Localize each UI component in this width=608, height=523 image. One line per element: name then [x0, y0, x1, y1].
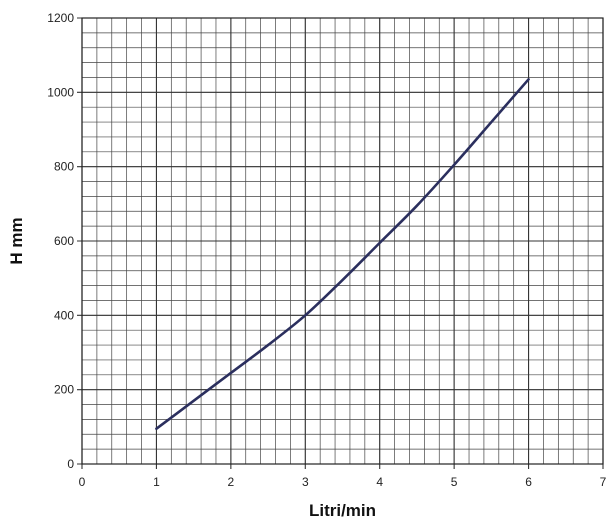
- x-tick-label: 6: [525, 475, 532, 489]
- x-tick-label: 1: [153, 475, 160, 489]
- y-axis-ticks: 0 200 400 600 800 1000 1200: [47, 11, 74, 471]
- y-tick-label: 600: [54, 234, 74, 248]
- y-tick-label: 800: [54, 160, 74, 174]
- plot-frame: [81, 17, 604, 465]
- x-tick-label: 5: [451, 475, 458, 489]
- x-tick-label: 7: [600, 475, 607, 489]
- x-tick-label: 4: [376, 475, 383, 489]
- y-tick-label: 1200: [47, 11, 74, 25]
- y-tick-label: 200: [54, 383, 74, 397]
- y-tick-label: 1000: [47, 85, 74, 99]
- y-tick-label: 0: [67, 457, 74, 471]
- y-axis-title: H mm: [7, 217, 26, 264]
- major-grid: [77, 17, 604, 469]
- x-tick-label: 0: [79, 475, 86, 489]
- y-tick-label: 400: [54, 308, 74, 322]
- x-tick-label: 3: [302, 475, 309, 489]
- series-line: [155, 78, 530, 430]
- series-layer: [155, 78, 530, 430]
- x-axis-title: Litri/min: [309, 501, 376, 520]
- x-tick-label: 2: [228, 475, 235, 489]
- x-axis-ticks: 0 1 2 3 4 5 6 7: [79, 475, 607, 489]
